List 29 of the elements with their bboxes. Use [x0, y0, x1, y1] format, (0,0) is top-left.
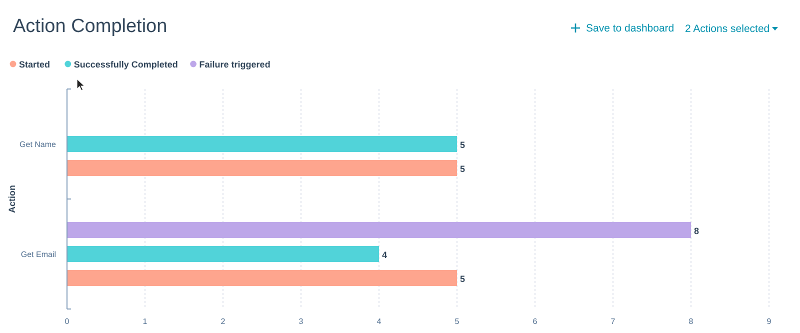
x-tick-label: 8 — [688, 317, 694, 326]
x-tick-label: 5 — [454, 317, 460, 326]
data-label: 5 — [460, 274, 466, 284]
bar — [67, 270, 457, 286]
data-label: 4 — [382, 250, 388, 260]
x-tick-label: 3 — [298, 317, 304, 326]
legend-label: Failure triggered — [199, 60, 270, 70]
y-tick-label: Get Name — [20, 140, 57, 149]
data-label: 5 — [460, 140, 466, 150]
data-label: 8 — [694, 226, 700, 236]
x-tick-label: 1 — [142, 317, 148, 326]
chart-title: Action Completion — [13, 16, 168, 37]
text: 2 Actions selected — [685, 23, 770, 35]
x-tick-label: 7 — [610, 317, 616, 326]
x-tick-label: 6 — [532, 317, 538, 326]
text: Save to dashboard — [586, 22, 674, 34]
x-tick-label: 9 — [766, 317, 772, 326]
x-tick-label: 2 — [220, 317, 226, 326]
data-label: 5 — [460, 164, 466, 174]
bar — [67, 136, 457, 152]
y-tick-label: Get Email — [20, 250, 56, 259]
bar — [67, 246, 379, 262]
x-tick-label: 0 — [64, 317, 70, 326]
bar — [67, 160, 457, 176]
bar — [67, 222, 691, 238]
x-tick-label: 4 — [376, 317, 382, 326]
y-axis-title: Action — [7, 185, 17, 213]
legend-label: Started — [19, 60, 50, 70]
legend-label: Successfully Completed — [74, 60, 178, 70]
